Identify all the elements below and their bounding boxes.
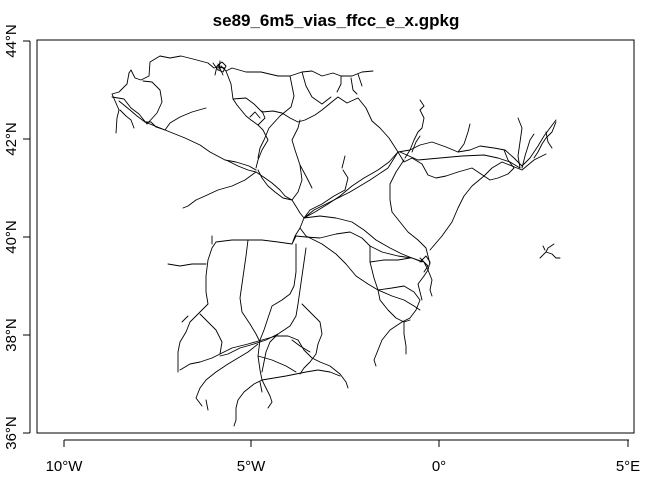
- railway-line: [299, 303, 323, 375]
- railway-line: [373, 285, 421, 367]
- railway-line: [369, 257, 411, 263]
- railway-line: [233, 379, 263, 427]
- railway-line: [521, 131, 553, 169]
- railway-line: [195, 343, 259, 411]
- railway-line: [227, 160, 293, 201]
- railway-line: [417, 255, 431, 301]
- railway-line: [144, 121, 257, 171]
- railway-line: [299, 164, 313, 189]
- railway-line: [291, 119, 303, 201]
- railway-line: [257, 339, 311, 373]
- railway-line: [301, 71, 363, 105]
- railway-line: [291, 217, 423, 263]
- railway-line: [177, 315, 191, 373]
- railway-line: [261, 333, 279, 373]
- railway-line: [299, 227, 421, 311]
- railway-line: [232, 96, 399, 153]
- map-title: se89_6m5_vias_ffcc_e_x.gpkg: [213, 11, 460, 30]
- x-tick-label: 5°E: [616, 458, 640, 475]
- railway-line: [119, 109, 135, 129]
- railway-line: [219, 247, 307, 357]
- railway-line: [389, 159, 431, 265]
- x-axis: 10°W 5°W 0° 5°E: [46, 439, 640, 475]
- railway-line: [533, 121, 557, 159]
- y-tick-label: 38°N: [3, 318, 20, 352]
- railway-line: [404, 99, 425, 159]
- railway-line: [128, 55, 374, 81]
- railway-line: [179, 313, 223, 371]
- y-tick-label: 44°N: [3, 24, 20, 58]
- railway-line: [111, 80, 163, 125]
- railway-line: [239, 239, 261, 343]
- railway-line: [303, 151, 399, 219]
- railway-line: [489, 149, 515, 181]
- railway-line: [303, 215, 425, 263]
- railway-line: [397, 141, 523, 167]
- x-tick-label: 5°W: [237, 458, 266, 475]
- railway-line: [189, 239, 293, 323]
- railway-line: [249, 111, 261, 119]
- railway-line: [397, 151, 491, 181]
- railway-line: [369, 245, 411, 323]
- railway-line: [111, 72, 130, 134]
- x-tick-label: 0°: [432, 458, 446, 475]
- railway-network: [111, 55, 561, 427]
- railway-line: [403, 321, 407, 355]
- railway-line: [257, 169, 293, 201]
- railway-line: [291, 199, 305, 219]
- railway-line: [118, 100, 207, 131]
- railway-line: [257, 243, 297, 381]
- railway-line: [303, 151, 399, 219]
- railway-line: [215, 60, 226, 76]
- y-tick-label: 36°N: [3, 416, 20, 450]
- railway-line: [419, 257, 433, 297]
- railway-line: [521, 119, 557, 167]
- y-tick-label: 42°N: [3, 122, 20, 156]
- railway-line: [212, 61, 227, 76]
- y-axis: 36°N 38°N 40°N 42°N 44°N: [3, 24, 31, 450]
- railway-line: [167, 263, 207, 267]
- railway-line: [182, 171, 257, 209]
- railway-line: [399, 151, 521, 169]
- x-tick-label: 10°W: [46, 458, 84, 475]
- railway-line: [457, 123, 471, 153]
- railway-line: [411, 135, 421, 153]
- railway-line: [225, 70, 269, 169]
- railway-line: [259, 379, 273, 409]
- railway-line: [219, 335, 349, 389]
- railway-line: [257, 75, 295, 159]
- plot-frame: [36, 39, 635, 434]
- railway-line: [257, 110, 266, 126]
- railway-line: [539, 243, 561, 259]
- railway-line: [429, 175, 485, 251]
- y-tick-label: 40°N: [3, 220, 20, 254]
- railway-line: [261, 369, 341, 381]
- railway-line: [517, 117, 523, 169]
- railway-line: [303, 155, 349, 219]
